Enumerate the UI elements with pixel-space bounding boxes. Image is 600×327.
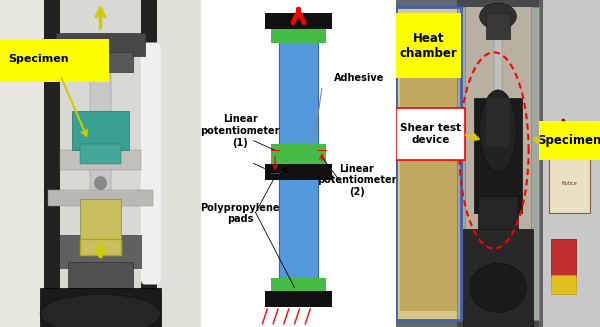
Text: Specimen: Specimen (537, 134, 600, 147)
FancyBboxPatch shape (140, 43, 161, 284)
Bar (0, 0, 44, 327)
Bar (539, 0, 543, 327)
Ellipse shape (94, 177, 107, 190)
Bar (265, 164, 332, 180)
Bar (91, 72, 110, 196)
Bar (68, 52, 133, 72)
Bar (494, 36, 502, 245)
Bar (60, 235, 140, 268)
FancyBboxPatch shape (396, 108, 466, 160)
Bar (396, 7, 461, 320)
Bar (486, 13, 510, 39)
Bar (271, 26, 326, 43)
Text: Linear
potentiometer
(2): Linear potentiometer (2) (317, 164, 397, 197)
Bar (457, 0, 539, 327)
Bar (60, 0, 140, 311)
FancyBboxPatch shape (539, 121, 600, 160)
Bar (157, 0, 201, 327)
Bar (400, 16, 457, 311)
Bar (530, 7, 539, 320)
Bar (60, 150, 140, 170)
Ellipse shape (561, 119, 565, 123)
Text: Polypropylene
pads: Polypropylene pads (200, 203, 280, 224)
Ellipse shape (479, 3, 517, 29)
Bar (44, 0, 157, 327)
Bar (478, 196, 518, 229)
Text: Adhesive: Adhesive (334, 74, 384, 83)
FancyBboxPatch shape (396, 13, 461, 78)
FancyBboxPatch shape (80, 239, 121, 255)
Bar (461, 7, 535, 320)
Bar (396, 7, 461, 320)
Text: Shear test
device: Shear test device (400, 123, 461, 145)
Bar (80, 199, 121, 239)
Bar (486, 98, 510, 147)
Ellipse shape (40, 294, 161, 327)
Bar (73, 111, 128, 150)
Bar (551, 239, 575, 278)
Bar (457, 7, 466, 320)
Bar (271, 278, 326, 294)
Bar (549, 154, 590, 213)
Bar (551, 275, 575, 294)
Ellipse shape (479, 90, 517, 172)
Bar (40, 288, 161, 327)
Bar (140, 0, 157, 311)
Bar (44, 0, 60, 311)
Text: Notice: Notice (562, 181, 577, 186)
Bar (473, 98, 523, 213)
Bar (68, 262, 133, 294)
Bar (279, 33, 318, 147)
Bar (279, 170, 318, 284)
Text: Specimen: Specimen (8, 54, 68, 64)
FancyBboxPatch shape (0, 39, 109, 82)
Ellipse shape (469, 263, 527, 312)
Bar (463, 229, 533, 327)
Bar (56, 33, 145, 56)
Bar (80, 144, 121, 164)
Text: Heat
chamber: Heat chamber (400, 32, 458, 60)
Bar (48, 190, 153, 206)
Bar (265, 291, 332, 307)
Bar (265, 13, 332, 29)
Text: Linear
potentiometer
(1): Linear potentiometer (1) (200, 114, 280, 148)
Bar (271, 144, 326, 164)
Bar (539, 0, 600, 327)
